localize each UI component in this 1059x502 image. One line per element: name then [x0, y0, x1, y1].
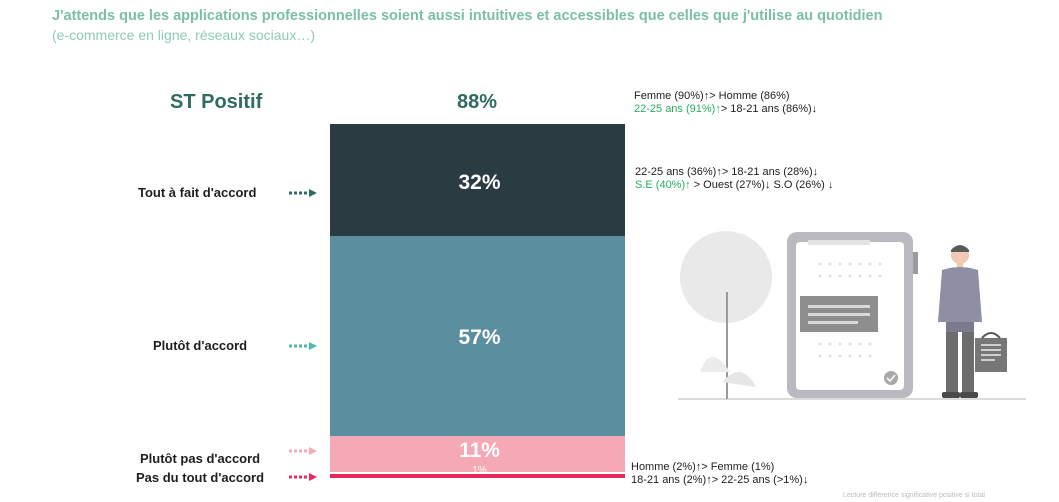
category-label: Pas du tout d'accord — [136, 470, 265, 485]
bar-segment — [330, 436, 625, 472]
dotted-arrow-icon — [289, 447, 317, 455]
note-line: S.E (40%)↑ > Ouest (27%)↓ S.O (26%) ↓ — [635, 179, 833, 192]
note-line: Homme (2%)↑> Femme (1%) — [631, 461, 808, 474]
note-text: > Ouest (27%)↓ S.O (26%) ↓ — [690, 179, 834, 191]
dotted-arrow-icon — [289, 189, 317, 197]
chart-subtitle: (e-commerce en ligne, réseaux sociaux…) — [52, 27, 315, 43]
note-text: > 18-21 ans (86%)↓ — [720, 103, 818, 115]
bar-value-label: 11% — [459, 439, 500, 462]
note-text: Femme (90%)↑> Homme (86%) — [634, 90, 790, 102]
bar-segment — [330, 124, 625, 236]
note-line: 18-21 ans (2%)↑> 22-25 ans (>1%)↓ — [631, 474, 808, 487]
dotted-arrow-icon — [289, 473, 317, 481]
note-text: Homme (2%)↑> Femme (1%) — [631, 461, 775, 473]
bar-segment — [330, 474, 625, 478]
business-person-with-tablet-illustration — [678, 231, 1026, 400]
bar-value-label: 32% — [458, 171, 500, 194]
bar-value-label: 1% — [472, 465, 487, 476]
note-line: Femme (90%)↑> Homme (86%) — [634, 90, 817, 103]
note-text: 22-25 ans (91%)↑ — [634, 103, 721, 115]
note-top: Femme (90%)↑> Homme (86%) 22-25 ans (91%… — [634, 90, 817, 116]
footnote: Lecture différence significative positiv… — [843, 492, 985, 499]
note-line: 22-25 ans (36%)↑> 18-21 ans (28%)↓ — [635, 166, 833, 179]
note-line: 22-25 ans (91%)↑> 18-21 ans (86%)↓ — [634, 103, 817, 116]
summary-value: 88% — [457, 91, 498, 113]
category-label: Plutôt d'accord — [153, 338, 248, 353]
dotted-arrow-icon — [289, 342, 317, 350]
note-text: 18-21 ans (2%)↑> 22-25 ans (>1%)↓ — [631, 474, 809, 486]
note-tout-a-fait: 22-25 ans (36%)↑> 18-21 ans (28%)↓ S.E (… — [635, 166, 833, 192]
category-label: Plutôt pas d'accord — [140, 451, 261, 466]
note-text: S.E (40%)↑ — [635, 179, 691, 191]
chart-title: J'attends que les applications professio… — [52, 8, 883, 24]
bar-value-label: 57% — [458, 326, 500, 349]
bar-segment — [330, 236, 625, 436]
note-text: 22-25 ans (36%)↑> 18-21 ans (28%)↓ — [635, 166, 819, 178]
summary-label: ST Positif — [170, 91, 263, 113]
category-label: Tout à fait d'accord — [138, 185, 257, 200]
note-bottom: Homme (2%)↑> Femme (1%) 18-21 ans (2%)↑>… — [631, 461, 808, 487]
